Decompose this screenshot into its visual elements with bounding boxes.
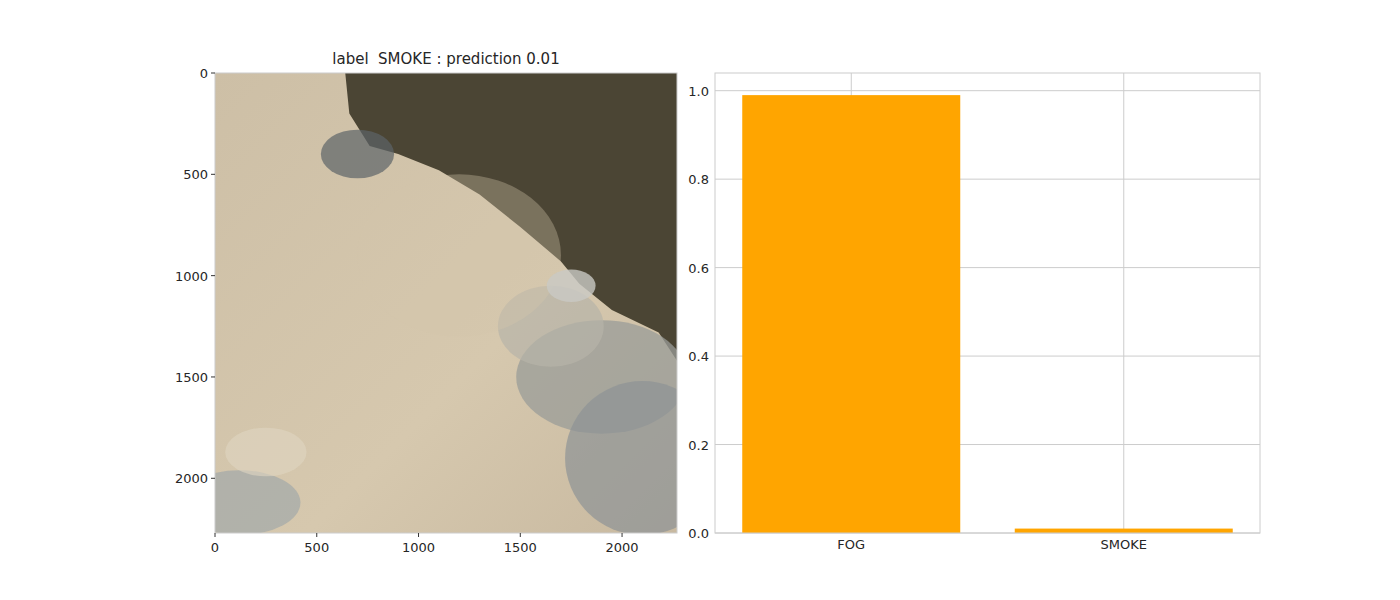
y-tick <box>211 174 215 175</box>
y-tick-label: 0.6 <box>688 261 709 276</box>
y-tick-label: 0.8 <box>688 172 709 187</box>
y-tick <box>211 376 215 377</box>
axes-frame <box>715 73 1260 533</box>
y-tick <box>211 73 215 74</box>
x-tick-label: SMOKE <box>1101 537 1147 552</box>
x-tick <box>316 533 317 537</box>
x-tick <box>418 533 419 537</box>
smoke-plume <box>215 470 300 533</box>
y-tick-label: 500 <box>183 167 208 182</box>
smoke-plume <box>225 428 306 477</box>
y-tick-label: 0.2 <box>688 438 709 453</box>
x-tick <box>520 533 521 537</box>
y-tick-label: 0 <box>200 66 208 81</box>
y-tick <box>211 275 215 276</box>
smoke-plume <box>321 130 394 179</box>
y-tick-label: 2000 <box>175 471 208 486</box>
x-tick-label: 1500 <box>504 540 537 555</box>
axes-frame <box>215 73 677 533</box>
smoke-plume <box>565 381 677 533</box>
smoke-plume <box>547 270 596 302</box>
land <box>345 73 677 361</box>
smoke-plume <box>357 174 561 336</box>
image <box>215 73 677 533</box>
y-tick-label: 0.4 <box>688 349 709 364</box>
x-tick-label: FOG <box>837 537 865 552</box>
title: label SMOKE : prediction 0.01 <box>332 50 559 68</box>
bar <box>742 95 960 533</box>
y-tick <box>211 478 215 479</box>
figure-svg: 0 500 1000 1500 2000 0 500 1000 1500 2000 label SM… <box>0 0 1400 600</box>
bars <box>742 95 1233 533</box>
x-tick <box>215 533 216 537</box>
x-grid-line <box>1123 73 1124 533</box>
x-tick <box>622 533 623 537</box>
y-tick-label: 0.0 <box>688 526 709 541</box>
y-tick-label: 1.0 <box>688 84 709 99</box>
x-tick-label: 2000 <box>606 540 639 555</box>
x-tick-label: 1000 <box>402 540 435 555</box>
x-tick-label: 500 <box>304 540 329 555</box>
y-tick-label: 1500 <box>175 370 208 385</box>
bar <box>1015 529 1233 533</box>
y-grid-line <box>715 90 1260 91</box>
x-tick-label: 0 <box>211 540 219 555</box>
figure: 0 500 1000 1500 2000 0 500 1000 1500 2000 label SM… <box>0 0 1400 600</box>
y-tick-label: 1000 <box>175 269 208 284</box>
